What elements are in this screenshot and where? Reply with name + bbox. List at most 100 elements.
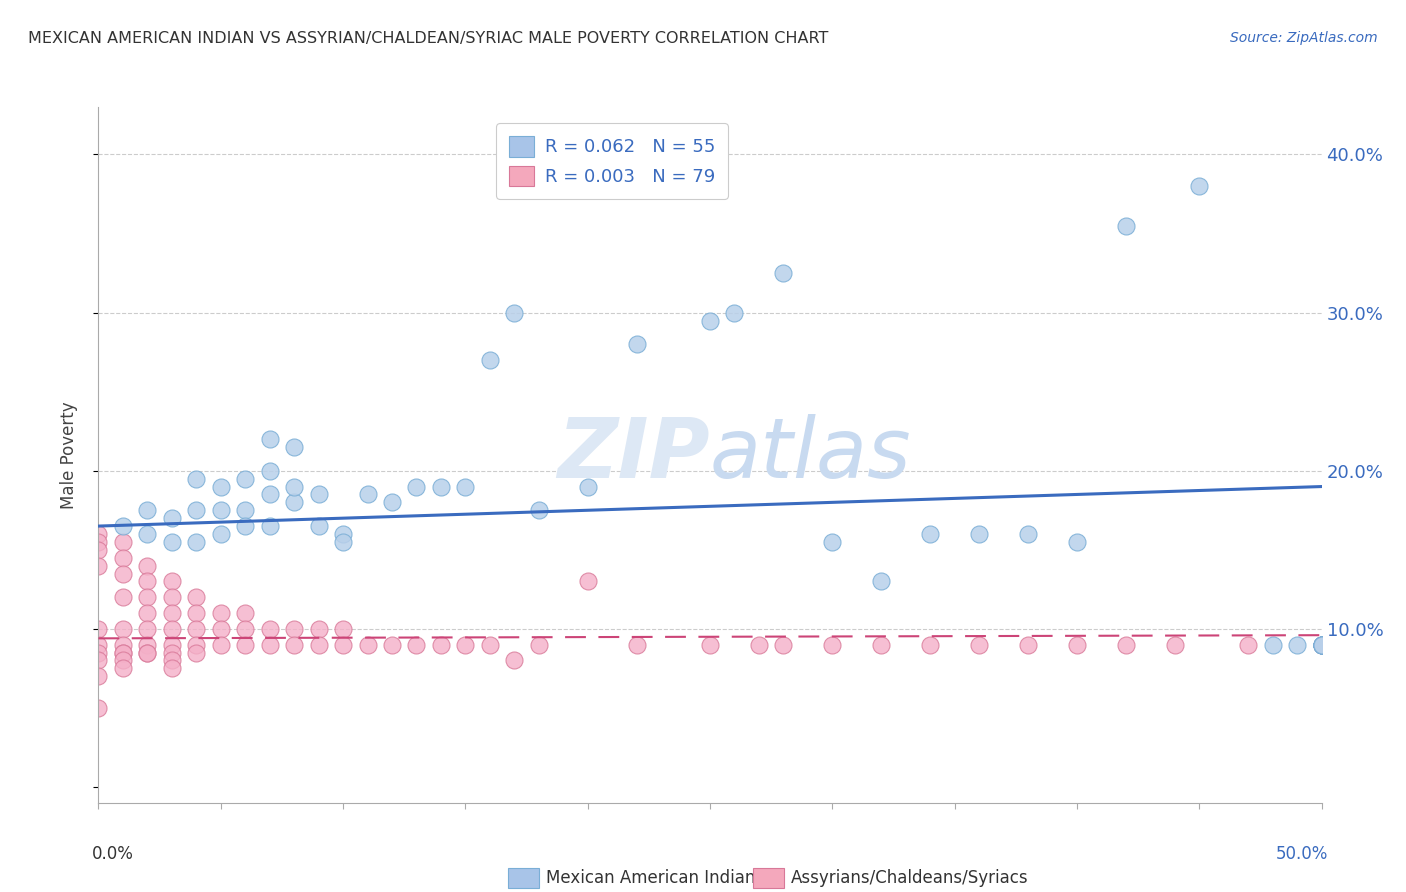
Point <box>233 472 256 486</box>
Point <box>478 353 501 368</box>
Text: atlas: atlas <box>710 415 911 495</box>
Point <box>821 534 844 549</box>
Point <box>186 534 208 549</box>
Point <box>626 638 648 652</box>
Point <box>576 574 599 589</box>
Point <box>283 440 305 454</box>
Point <box>381 495 404 509</box>
Point <box>454 638 477 652</box>
Point <box>1310 638 1333 652</box>
Point <box>332 527 354 541</box>
Point <box>405 638 427 652</box>
Text: Assyrians/Chaldeans/Syriacs: Assyrians/Chaldeans/Syriacs <box>790 869 1028 887</box>
Point <box>283 638 305 652</box>
Point <box>160 638 183 652</box>
Point <box>160 574 183 589</box>
Point <box>87 646 110 660</box>
Point <box>136 646 159 660</box>
Point <box>1017 527 1039 541</box>
Point <box>111 591 134 605</box>
Point <box>332 534 354 549</box>
Point <box>111 550 134 565</box>
Point <box>1310 638 1333 652</box>
Point <box>160 646 183 660</box>
Point <box>332 622 354 636</box>
Point <box>160 622 183 636</box>
Point <box>186 472 208 486</box>
Point <box>430 638 453 652</box>
Point <box>87 542 110 557</box>
Point <box>209 527 232 541</box>
Point <box>111 534 134 549</box>
Point <box>1310 638 1333 652</box>
Point <box>259 638 281 652</box>
Text: ZIP: ZIP <box>557 415 710 495</box>
Point <box>308 638 330 652</box>
Point <box>1066 638 1088 652</box>
Point <box>381 638 404 652</box>
Point <box>283 479 305 493</box>
Point <box>1310 638 1333 652</box>
Legend: R = 0.062   N = 55, R = 0.003   N = 79: R = 0.062 N = 55, R = 0.003 N = 79 <box>496 123 728 199</box>
Point <box>870 574 893 589</box>
Point <box>308 519 330 533</box>
Point <box>136 591 159 605</box>
Point <box>136 646 159 660</box>
Point <box>283 495 305 509</box>
Point <box>186 591 208 605</box>
Point <box>233 622 256 636</box>
Point <box>356 487 378 501</box>
Point <box>920 638 942 652</box>
Text: Source: ZipAtlas.com: Source: ZipAtlas.com <box>1230 31 1378 45</box>
Point <box>405 479 427 493</box>
Point <box>136 558 159 573</box>
Point <box>186 622 208 636</box>
Text: Mexican American Indians: Mexican American Indians <box>546 869 765 887</box>
Point <box>1115 638 1137 652</box>
Point <box>1066 534 1088 549</box>
Point <box>136 622 159 636</box>
Point <box>967 638 990 652</box>
Point <box>478 638 501 652</box>
Point <box>699 638 721 652</box>
Text: 0.0%: 0.0% <box>93 845 134 863</box>
Point <box>748 638 770 652</box>
Point <box>772 638 794 652</box>
Point <box>160 511 183 525</box>
Point <box>1188 179 1211 194</box>
Point <box>87 638 110 652</box>
Point <box>699 313 721 327</box>
Point <box>259 519 281 533</box>
Point <box>186 503 208 517</box>
Point <box>454 479 477 493</box>
Point <box>209 479 232 493</box>
Point <box>111 646 134 660</box>
Point <box>723 305 745 319</box>
Point <box>87 534 110 549</box>
Point <box>233 503 256 517</box>
Point <box>87 701 110 715</box>
Point <box>160 661 183 675</box>
Point <box>259 622 281 636</box>
Point <box>111 519 134 533</box>
Point <box>430 479 453 493</box>
Point <box>87 622 110 636</box>
Point <box>111 622 134 636</box>
Point <box>160 591 183 605</box>
Point <box>87 558 110 573</box>
Point <box>136 638 159 652</box>
Point <box>87 669 110 683</box>
Text: MEXICAN AMERICAN INDIAN VS ASSYRIAN/CHALDEAN/SYRIAC MALE POVERTY CORRELATION CHA: MEXICAN AMERICAN INDIAN VS ASSYRIAN/CHAL… <box>28 31 828 46</box>
Point <box>87 527 110 541</box>
Point <box>356 638 378 652</box>
Point <box>1237 638 1260 652</box>
Point <box>87 653 110 667</box>
Point <box>111 653 134 667</box>
Point <box>160 653 183 667</box>
Point <box>136 527 159 541</box>
Point <box>870 638 893 652</box>
Point <box>186 606 208 620</box>
Point <box>503 305 526 319</box>
Point <box>920 527 942 541</box>
Point <box>111 646 134 660</box>
